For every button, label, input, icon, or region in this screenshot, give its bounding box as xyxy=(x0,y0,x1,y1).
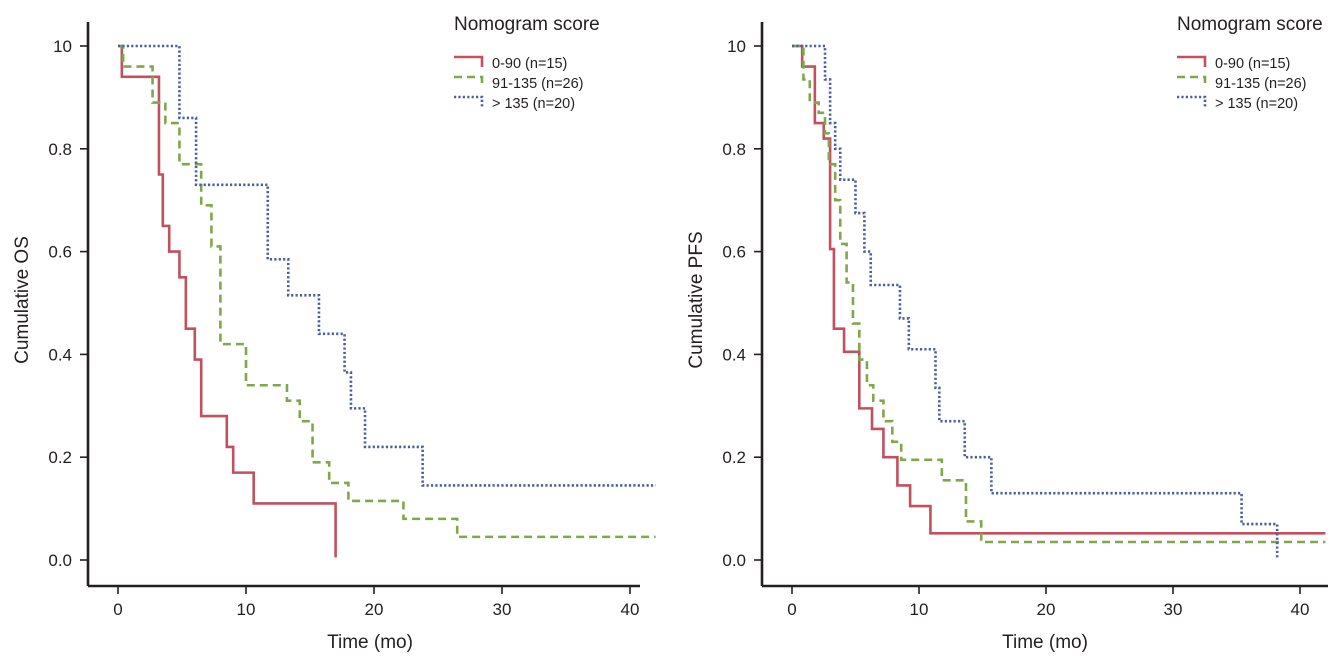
pfs-series-line-1 xyxy=(792,44,1326,535)
os-y-tick-label: 0.0 xyxy=(48,551,72,570)
pfs-x-tick-label: 20 xyxy=(1037,600,1056,619)
pfs-ticks: 0 10 20 30 40 0.0 0.2 0.4 0.6 0.8 10 xyxy=(722,37,1309,619)
os-series-group xyxy=(118,44,656,558)
pfs-legend-label-2: 91-135 (n=26) xyxy=(1215,76,1307,92)
os-y-axis-title: Cumulative OS xyxy=(12,236,33,364)
pfs-x-tick-label: 40 xyxy=(1291,600,1310,619)
os-series-line-2 xyxy=(118,44,656,539)
os-x-tick-label: 30 xyxy=(493,600,512,619)
os-y-tick-label: 0.8 xyxy=(48,140,72,159)
pfs-legend-swatch-1 xyxy=(1177,55,1207,67)
pfs-series-group xyxy=(792,44,1326,558)
pfs-x-tick-label: 0 xyxy=(787,600,796,619)
os-y-tick-label: 0.2 xyxy=(48,448,72,467)
pfs-y-tick-label: 10 xyxy=(727,37,746,56)
os-x-tick-label: 10 xyxy=(237,600,256,619)
pfs-x-tick-label: 10 xyxy=(910,600,929,619)
os-y-tick-label: 0.4 xyxy=(48,345,72,364)
pfs-x-axis-title: Time (mo) xyxy=(1002,632,1088,653)
pfs-y-axis-title: Cumulative PFS xyxy=(686,231,707,368)
pfs-series-line-3 xyxy=(792,44,1279,558)
os-x-tick-label: 0 xyxy=(113,600,122,619)
os-legend: Nomogram score 0-90 (n=15) 91-135 (n=26) >… xyxy=(454,14,600,112)
os-x-tick-label: 40 xyxy=(621,600,640,619)
pfs-legend-swatch-2 xyxy=(1177,75,1207,87)
os-legend-swatch-2 xyxy=(454,75,484,87)
pfs-legend-label-3: > 135 (n=20) xyxy=(1215,96,1298,112)
os-legend-label-2: 91-135 (n=26) xyxy=(492,76,584,92)
pfs-legend-title: Nomogram score xyxy=(1177,14,1323,35)
pfs-legend: Nomogram score 0-90 (n=15) 91-135 (n=26) >… xyxy=(1177,14,1323,112)
os-legend-label-3: > 135 (n=20) xyxy=(492,96,575,112)
os-y-tick-label: 10 xyxy=(53,37,72,56)
os-ticks: 0 10 20 30 40 0.0 0.2 0.4 0.6 0.8 10 xyxy=(48,37,639,619)
os-x-tick-label: 20 xyxy=(365,600,384,619)
pfs-x-tick-label: 30 xyxy=(1164,600,1183,619)
os-x-axis-title: Time (mo) xyxy=(327,632,413,653)
os-series-line-1 xyxy=(118,44,337,558)
os-legend-swatch-1 xyxy=(454,55,484,67)
pfs-series-line-2 xyxy=(792,44,1326,544)
os-legend-title: Nomogram score xyxy=(454,14,600,35)
os-legend-swatch-3 xyxy=(454,95,484,107)
os-y-tick-label: 0.6 xyxy=(48,243,72,262)
pfs-y-tick-label: 0.0 xyxy=(722,551,746,570)
pfs-y-tick-label: 0.2 xyxy=(722,448,746,467)
panel-os: 0 10 20 30 40 0.0 0.2 0.4 0.6 0.8 10 Cumulative OS… xyxy=(12,14,656,653)
pfs-legend-swatch-3 xyxy=(1177,95,1207,107)
pfs-y-tick-label: 0.6 xyxy=(722,243,746,262)
pfs-legend-label-1: 0-90 (n=15) xyxy=(1215,56,1290,72)
pfs-y-tick-label: 0.8 xyxy=(722,140,746,159)
panel-pfs: 0 10 20 30 40 0.0 0.2 0.4 0.6 0.8 10 Cumulative PF… xyxy=(686,14,1328,653)
pfs-y-tick-label: 0.4 xyxy=(722,345,746,364)
os-legend-label-1: 0-90 (n=15) xyxy=(492,56,567,72)
